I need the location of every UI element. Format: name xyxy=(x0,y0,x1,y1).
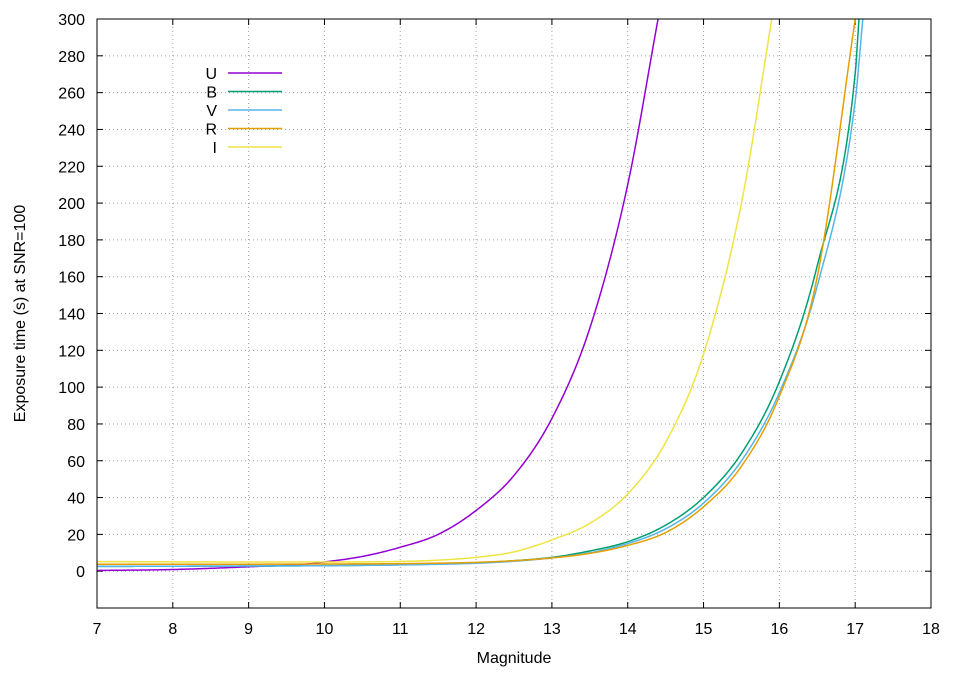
legend-label-u: U xyxy=(205,66,217,83)
x-tick-label: 18 xyxy=(922,621,940,638)
y-tick-label: 120 xyxy=(58,343,85,360)
x-tick-label: 12 xyxy=(467,621,485,638)
y-tick-label: 240 xyxy=(58,122,85,139)
x-tick-label: 9 xyxy=(244,621,253,638)
legend-label-i: I xyxy=(213,140,217,157)
y-tick-label: 160 xyxy=(58,270,85,287)
x-tick-label: 14 xyxy=(619,621,637,638)
x-tick-label: 17 xyxy=(846,621,864,638)
legend-label-r: R xyxy=(205,122,217,139)
y-tick-label: 280 xyxy=(58,49,85,66)
y-tick-label: 80 xyxy=(67,417,85,434)
series-lines xyxy=(96,18,864,572)
y-tick-label: 140 xyxy=(58,307,85,324)
x-tick-label: 11 xyxy=(392,621,409,638)
y-tick-label: 260 xyxy=(58,86,85,103)
series-line-u xyxy=(96,18,659,572)
y-tick-labels: 0 20 40 60 80 100 120 140 160 180 200 220 240 260 280 3… xyxy=(58,12,85,581)
x-tick-label: 13 xyxy=(543,621,561,638)
y-tick-label: 60 xyxy=(67,454,85,471)
y-tick-label: 200 xyxy=(58,196,85,213)
legend-label-v: V xyxy=(206,103,217,120)
y-axis-label: Exposure time (s) at SNR=100 xyxy=(12,205,29,423)
y-tick-label: 0 xyxy=(76,564,85,581)
x-tick-label: 10 xyxy=(316,621,334,638)
plot-frame xyxy=(96,18,932,609)
x-tick-label: 15 xyxy=(695,621,713,638)
series-line-r xyxy=(97,18,856,565)
y-tick-label: 40 xyxy=(67,491,85,508)
x-tick-labels: 7 8 9 10 11 12 13 14 15 16 17 18 xyxy=(93,621,940,638)
y-tick-label: 300 xyxy=(58,12,85,29)
y-tick-label: 20 xyxy=(67,527,85,544)
x-tick-label: 7 xyxy=(93,621,102,638)
x-tick-label: 16 xyxy=(770,621,788,638)
x-tick-label: 8 xyxy=(168,621,177,638)
series-line-v xyxy=(96,18,864,568)
series-line-i xyxy=(97,18,773,563)
legend-label-b: B xyxy=(206,85,217,102)
y-tick-label: 100 xyxy=(58,380,85,397)
y-tick-label: 180 xyxy=(58,233,85,250)
y-tick-label: 220 xyxy=(58,159,85,176)
x-axis-label: Magnitude xyxy=(477,650,552,667)
grid xyxy=(97,19,931,608)
